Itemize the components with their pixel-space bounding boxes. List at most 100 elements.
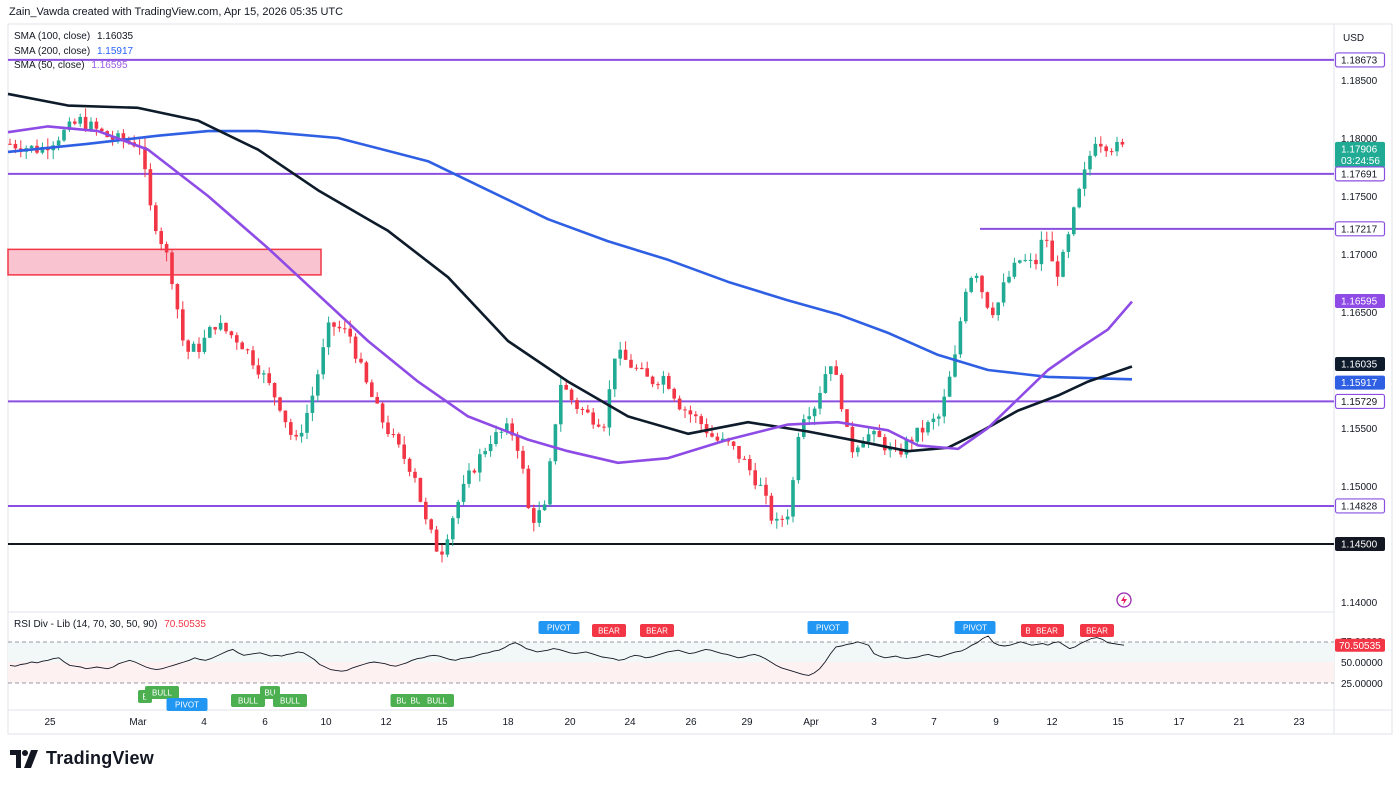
- rsi-legend[interactable]: RSI Div - Lib (14, 70, 30, 50, 90) 70.50…: [14, 619, 206, 630]
- candle[interactable]: [1039, 239, 1044, 265]
- candle[interactable]: [996, 302, 1000, 316]
- candle[interactable]: [856, 447, 860, 453]
- candle[interactable]: [100, 128, 104, 132]
- candle[interactable]: [289, 422, 293, 435]
- candle[interactable]: [229, 331, 234, 336]
- candle[interactable]: [1023, 259, 1027, 261]
- candle[interactable]: [640, 367, 644, 369]
- candle[interactable]: [67, 121, 72, 130]
- rsi-signal-bull[interactable]: BULL: [145, 686, 179, 699]
- candle[interactable]: [683, 409, 687, 411]
- candle[interactable]: [262, 373, 266, 375]
- candle[interactable]: [467, 470, 471, 484]
- candle[interactable]: [823, 374, 828, 393]
- candle[interactable]: [164, 244, 169, 253]
- candle[interactable]: [985, 292, 990, 308]
- price-tag[interactable]: 1.16035: [1335, 356, 1385, 371]
- candle[interactable]: [688, 410, 693, 415]
- candle[interactable]: [964, 291, 968, 322]
- candle[interactable]: [937, 416, 941, 419]
- candle[interactable]: [602, 426, 606, 428]
- candle[interactable]: [613, 358, 617, 390]
- price-tag[interactable]: 1.17217: [1334, 221, 1386, 237]
- candle[interactable]: [1109, 151, 1114, 153]
- candle[interactable]: [532, 508, 536, 523]
- candle[interactable]: [440, 551, 444, 555]
- candle[interactable]: [56, 140, 61, 146]
- candle[interactable]: [731, 441, 736, 446]
- candle[interactable]: [623, 349, 628, 360]
- candle[interactable]: [359, 358, 363, 363]
- candle[interactable]: [748, 458, 752, 471]
- candle[interactable]: [8, 143, 12, 145]
- legend-sma200[interactable]: SMA (200, close) 1.15917: [14, 45, 133, 60]
- candle[interactable]: [478, 454, 482, 473]
- candle[interactable]: [704, 424, 709, 434]
- candle[interactable]: [337, 326, 342, 329]
- sma200-line[interactable]: [7, 129, 1133, 381]
- time-axis[interactable]: [7, 709, 1335, 735]
- candle[interactable]: [456, 501, 460, 519]
- candle[interactable]: [591, 412, 595, 425]
- candle[interactable]: [235, 335, 239, 343]
- candle[interactable]: [872, 431, 876, 435]
- candle[interactable]: [564, 384, 568, 390]
- candle[interactable]: [386, 422, 390, 435]
- candle[interactable]: [807, 416, 811, 420]
- candle[interactable]: [375, 396, 379, 404]
- candle[interactable]: [402, 444, 406, 459]
- tradingview-logo[interactable]: TradingView: [10, 748, 154, 769]
- candle[interactable]: [974, 275, 979, 278]
- candle[interactable]: [1028, 259, 1033, 261]
- rsi-signal-pivot-high[interactable]: PIVOT: [538, 621, 580, 634]
- candle[interactable]: [472, 470, 477, 473]
- candle[interactable]: [499, 431, 504, 433]
- candle[interactable]: [775, 518, 779, 521]
- candle[interactable]: [332, 322, 336, 327]
- candle[interactable]: [710, 433, 714, 437]
- candle[interactable]: [839, 374, 844, 410]
- candle[interactable]: [569, 389, 574, 401]
- candle[interactable]: [920, 427, 925, 433]
- candle[interactable]: [294, 434, 298, 437]
- candle[interactable]: [29, 145, 34, 149]
- candle[interactable]: [780, 518, 784, 520]
- candle[interactable]: [278, 397, 282, 411]
- candle[interactable]: [791, 480, 795, 517]
- legend-sma100[interactable]: SMA (100, close) 1.16035: [14, 30, 133, 45]
- candle[interactable]: [353, 336, 358, 359]
- candle[interactable]: [694, 414, 698, 417]
- candle[interactable]: [213, 327, 217, 330]
- candle[interactable]: [488, 443, 493, 452]
- candle[interactable]: [1007, 276, 1011, 283]
- candle[interactable]: [629, 359, 633, 368]
- candle[interactable]: [899, 449, 903, 455]
- price-tag[interactable]: 1.18673: [1334, 52, 1386, 68]
- lightning-icon[interactable]: [1116, 592, 1132, 608]
- candle[interactable]: [1061, 251, 1065, 277]
- candle[interactable]: [186, 340, 190, 352]
- candle[interactable]: [667, 375, 671, 389]
- candle[interactable]: [62, 129, 66, 141]
- price-tag[interactable]: 1.16595: [1335, 293, 1385, 308]
- candle[interactable]: [1088, 155, 1092, 170]
- candle[interactable]: [94, 121, 99, 129]
- candle[interactable]: [953, 354, 957, 377]
- candle[interactable]: [942, 396, 946, 417]
- candle[interactable]: [947, 376, 952, 397]
- candle[interactable]: [861, 441, 865, 448]
- candle[interactable]: [1050, 240, 1054, 262]
- candle[interactable]: [40, 147, 45, 153]
- candle[interactable]: [391, 434, 396, 436]
- candle[interactable]: [958, 321, 963, 355]
- candle[interactable]: [175, 284, 180, 310]
- candle[interactable]: [1115, 141, 1119, 152]
- candle[interactable]: [240, 342, 244, 350]
- candle[interactable]: [299, 432, 304, 437]
- candle[interactable]: [699, 416, 703, 425]
- candle[interactable]: [116, 133, 120, 140]
- candle[interactable]: [154, 205, 158, 232]
- price-tag[interactable]: 1.14500: [1335, 537, 1385, 551]
- candle[interactable]: [326, 322, 331, 348]
